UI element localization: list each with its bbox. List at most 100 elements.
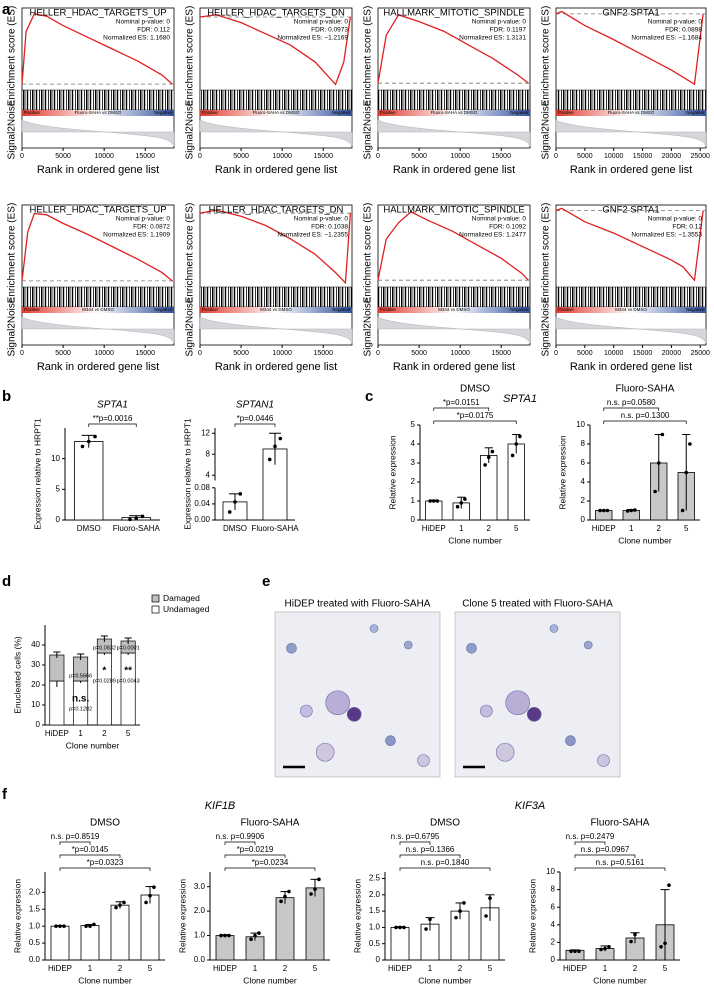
plot-frame [199, 7, 353, 149]
y-axis-label: Signal2Noise [541, 100, 552, 159]
gsea-stat: Normalized ES: −1.1684 [631, 35, 702, 42]
bracket [433, 420, 517, 424]
gsea-title: HALLMARK_MITOTIC_SPINDLE [383, 205, 524, 216]
y-tick-label: 2.0 [29, 887, 41, 896]
chart-title: Fluoro-SAHA [591, 818, 650, 829]
rank-strip [378, 307, 530, 313]
bar [305, 887, 325, 961]
es-curve [21, 212, 173, 282]
x-tick-label: Fluoro-SAHA [251, 524, 299, 533]
x-tick-label: 10000 [450, 153, 470, 160]
y-tick-label: 2 [581, 496, 586, 505]
data-point [257, 931, 261, 935]
strip-label: Positive [380, 110, 396, 115]
rank-strip [22, 307, 174, 313]
bar-segment [120, 652, 136, 726]
data-point [667, 883, 671, 887]
gsea-stat: Nominal p-value: 0 [116, 19, 171, 26]
x-tick-label: 1 [78, 729, 83, 738]
cell [597, 754, 610, 767]
bracket-label: n.s. p=0.1840 [421, 858, 470, 867]
data-point [309, 892, 313, 896]
x-tick-label: 15000 [492, 350, 512, 357]
x-tick-label: 15000 [492, 153, 512, 160]
y-tick-label: 0.08 [194, 483, 210, 492]
cell [369, 624, 379, 633]
x-tick-label: 15000 [136, 153, 156, 160]
y-tick-label: 6 [551, 902, 556, 911]
x-tick-label: HiDEP [213, 964, 237, 973]
plot-frame [555, 7, 707, 149]
gsea-stat: Nominal p-value: 0 [472, 19, 527, 26]
rank-strip [556, 110, 706, 116]
x-axis-label: Clone number [448, 535, 502, 545]
data-point [455, 504, 460, 509]
gsea-title: HELLER_HDAC_TARGETS_DN [207, 8, 345, 19]
strip-label: Negative [510, 307, 528, 312]
gsea-stat: Normalized ES: 1.3131 [459, 35, 526, 42]
y-tick-label: 0 [551, 955, 556, 964]
x-tick-label: 15000 [633, 153, 653, 160]
x-tick-label: 1 [88, 964, 93, 973]
panel-label: b [2, 388, 11, 405]
bar [80, 925, 100, 961]
x-tick-label: 10000 [272, 350, 292, 357]
signal-area [199, 119, 353, 147]
x-tick-label: HiDEP [563, 964, 587, 973]
cell [565, 735, 576, 747]
y-axis-label: Signal2Noise [363, 100, 374, 159]
data-point [488, 896, 492, 900]
plot-frame [377, 204, 531, 346]
x-axis-label: Rank in ordered gene list [393, 164, 515, 176]
bar-segment [49, 680, 65, 726]
x-tick-label: DMSO [223, 524, 247, 533]
y-tick-label: 10 [51, 454, 60, 463]
panel-label: c [365, 388, 373, 405]
y-axis-label: Relative expression [352, 879, 362, 953]
data-point [484, 914, 488, 918]
bar [480, 454, 498, 521]
gsea-stat: FDR: 0.1197 [490, 27, 527, 34]
es-curve [21, 13, 173, 85]
data-point [431, 499, 436, 503]
es-curve [555, 10, 704, 86]
data-point [249, 937, 253, 942]
y-tick-label: 4 [206, 470, 211, 479]
bar [215, 935, 235, 961]
sig-mark: * [102, 666, 106, 677]
data-point [219, 933, 223, 938]
gsea-stat: Nominal p-value: 0 [294, 19, 349, 26]
y-tick-label: 2.0 [369, 890, 381, 899]
bar [140, 894, 160, 961]
plot-frame [21, 204, 175, 346]
cell [480, 704, 493, 718]
panel-label: f [2, 786, 8, 803]
hit-barcode [199, 89, 353, 111]
x-tick-label: 10000 [604, 153, 624, 160]
data-point [486, 455, 491, 460]
bracket [603, 407, 660, 411]
y-tick-label: 3.0 [194, 882, 206, 891]
bar [74, 441, 104, 521]
strip-label: Negative [154, 307, 172, 312]
chart-title: SPTA1 [97, 400, 128, 411]
gsea-stat: FDR: 0.1038 [311, 224, 348, 231]
data-point [114, 905, 118, 910]
data-point [428, 499, 432, 503]
x-tick-label: 5000 [55, 350, 71, 357]
data-point [601, 508, 606, 513]
bar [110, 904, 130, 961]
data-point [603, 946, 607, 951]
data-point [92, 922, 96, 927]
p-label: p=0.0001 [117, 645, 140, 651]
bracket-label: n.s. p=0.1300 [621, 411, 670, 420]
strip-label: Positive [558, 110, 574, 115]
es-curve [555, 207, 704, 282]
data-point [463, 497, 467, 501]
y-tick-label: 1 [411, 496, 416, 505]
data-point [577, 949, 581, 953]
x-tick-label: 10000 [94, 350, 114, 357]
gsea-stat: FDR: 0.0973 [311, 27, 348, 34]
strip-label: Fluoro-SAHA vs DMSO [75, 110, 122, 115]
